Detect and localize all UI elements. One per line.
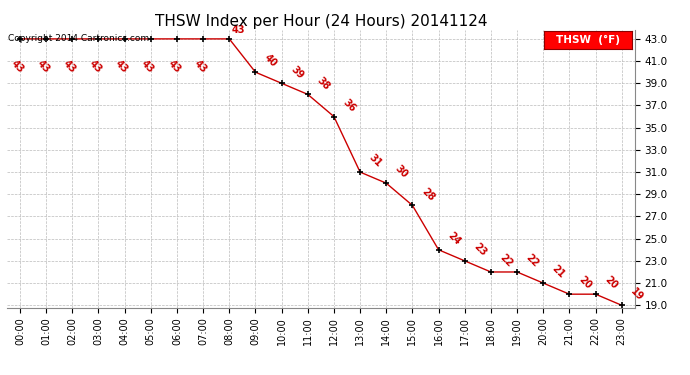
Text: 19: 19 (629, 286, 645, 303)
Text: 38: 38 (315, 75, 331, 92)
Text: 39: 39 (288, 64, 305, 81)
Text: 43: 43 (166, 58, 182, 75)
Text: 20: 20 (576, 275, 593, 291)
Text: 30: 30 (393, 164, 410, 180)
Text: 43: 43 (35, 58, 52, 75)
Text: 36: 36 (341, 97, 357, 114)
Text: 43: 43 (192, 58, 208, 75)
Text: 22: 22 (524, 253, 541, 269)
Title: THSW Index per Hour (24 Hours) 20141124: THSW Index per Hour (24 Hours) 20141124 (155, 14, 487, 29)
Text: Copyright 2014 Cartronics.com: Copyright 2014 Cartronics.com (8, 34, 148, 43)
Text: 28: 28 (420, 186, 436, 202)
Text: 43: 43 (61, 58, 78, 75)
Text: 31: 31 (367, 153, 384, 169)
Text: 40: 40 (262, 53, 279, 69)
Text: 43: 43 (139, 58, 157, 75)
Text: 43: 43 (88, 58, 104, 75)
Text: 43: 43 (232, 25, 246, 35)
Text: 22: 22 (498, 253, 515, 269)
Text: 43: 43 (9, 58, 26, 75)
Text: 21: 21 (550, 264, 566, 280)
Text: 43: 43 (114, 58, 130, 75)
Text: 23: 23 (472, 242, 489, 258)
Text: 20: 20 (602, 275, 619, 291)
Text: 24: 24 (446, 230, 462, 247)
